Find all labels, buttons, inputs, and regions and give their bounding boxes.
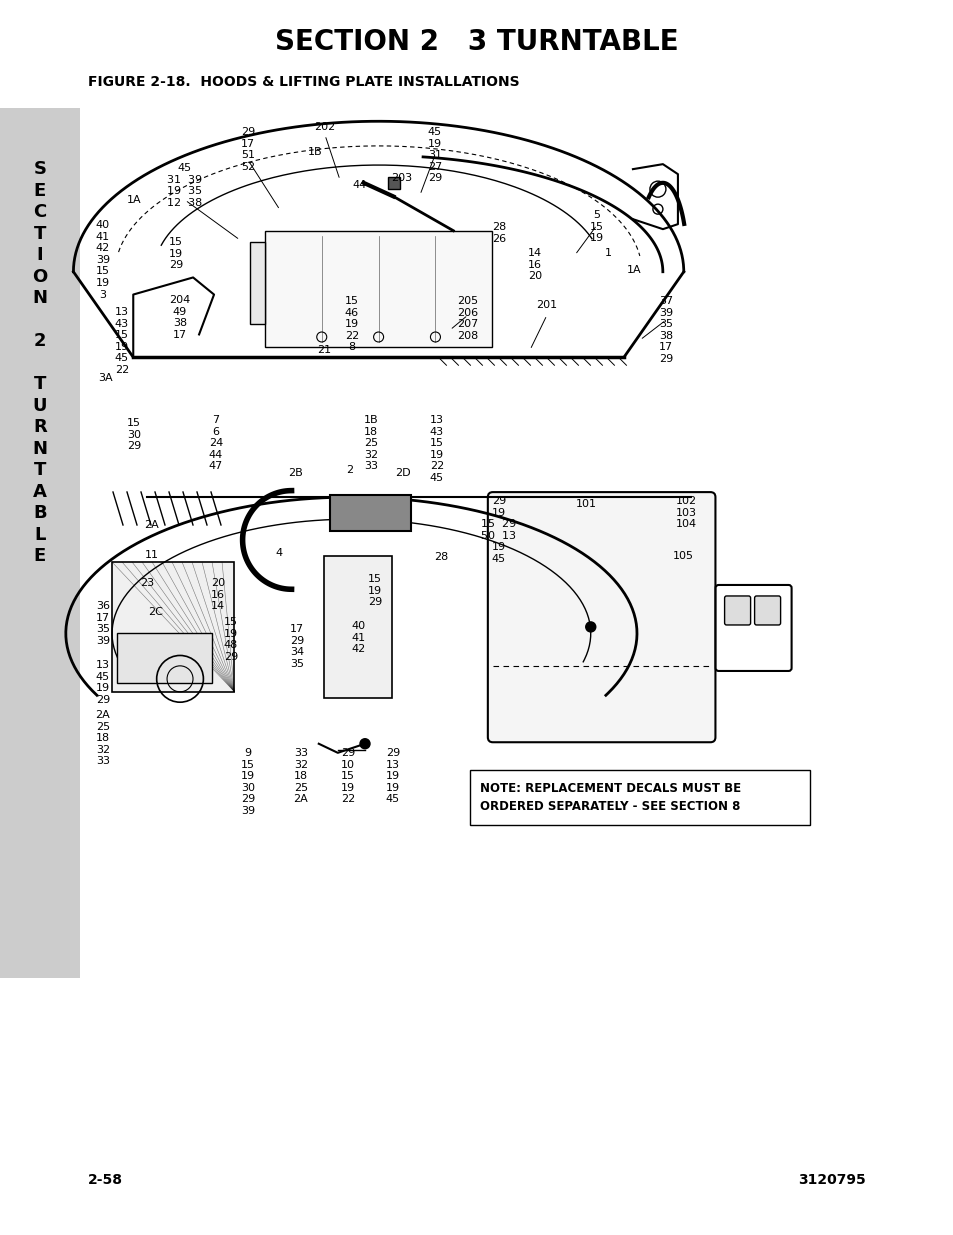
Text: 14
16
20: 14 16 20 xyxy=(527,248,541,282)
Text: S
E
C
T
I
O
N
 
2
 
T
U
R
N
T
A
B
L
E: S E C T I O N 2 T U R N T A B L E xyxy=(32,161,48,564)
Text: 21: 21 xyxy=(316,345,331,354)
Text: 13
43
15
19
22
45: 13 43 15 19 22 45 xyxy=(430,415,444,483)
FancyBboxPatch shape xyxy=(754,597,780,625)
Text: 2: 2 xyxy=(346,466,354,475)
Bar xyxy=(470,769,809,825)
Text: 5
15
19: 5 15 19 xyxy=(589,210,603,243)
Bar xyxy=(265,231,492,347)
Text: 9
15
19
30
29
39: 9 15 19 30 29 39 xyxy=(240,748,254,816)
Text: 15
19
29: 15 19 29 xyxy=(368,574,382,608)
Text: 13
45
19
29: 13 45 19 29 xyxy=(95,659,110,705)
Text: 202: 202 xyxy=(314,122,335,132)
Bar xyxy=(330,495,411,531)
Text: 45
19
31
27
29: 45 19 31 27 29 xyxy=(428,127,441,184)
Text: 2B: 2B xyxy=(289,468,303,478)
Bar xyxy=(324,556,392,698)
Text: 1A: 1A xyxy=(127,195,141,205)
FancyBboxPatch shape xyxy=(112,562,234,692)
Bar xyxy=(387,177,399,189)
Text: 101: 101 xyxy=(575,499,596,509)
Text: 11: 11 xyxy=(145,550,159,559)
Text: 40
41
42
39
15
19
3: 40 41 42 39 15 19 3 xyxy=(95,220,110,300)
FancyBboxPatch shape xyxy=(715,585,791,671)
FancyBboxPatch shape xyxy=(724,597,750,625)
Text: 23: 23 xyxy=(140,578,153,588)
Text: 201: 201 xyxy=(536,300,557,310)
Text: NOTE: REPLACEMENT DECALS MUST BE
ORDERED SEPARATELY - SEE SECTION 8: NOTE: REPLACEMENT DECALS MUST BE ORDERED… xyxy=(479,782,740,813)
Text: 1A: 1A xyxy=(626,266,640,275)
Text: 33
32
18
25
2A: 33 32 18 25 2A xyxy=(294,748,308,804)
Text: 29
19
15  29
50  13
19
45: 29 19 15 29 50 13 19 45 xyxy=(481,496,517,564)
Text: 205
206
207
208: 205 206 207 208 xyxy=(456,296,478,341)
Bar xyxy=(250,242,265,324)
Text: 37
39
35
38
17
29: 37 39 35 38 17 29 xyxy=(659,296,673,364)
Text: 2A: 2A xyxy=(145,520,159,530)
Text: 44: 44 xyxy=(353,180,367,190)
Text: 7
6
24
44
47: 7 6 24 44 47 xyxy=(209,415,223,472)
Text: 1B
18
25
32
33: 1B 18 25 32 33 xyxy=(363,415,378,472)
Text: 15
46
19
22
8: 15 46 19 22 8 xyxy=(345,296,358,352)
Text: FIGURE 2-18.  HOODS & LIFTING PLATE INSTALLATIONS: FIGURE 2-18. HOODS & LIFTING PLATE INSTA… xyxy=(88,75,519,89)
Text: 2C: 2C xyxy=(149,606,163,618)
Text: 40
41
42: 40 41 42 xyxy=(352,621,366,655)
Bar xyxy=(0,107,80,978)
Text: 102
103
104: 102 103 104 xyxy=(675,496,696,530)
Text: 15
30
29: 15 30 29 xyxy=(127,417,141,451)
Text: 29
10
15
19
22: 29 10 15 19 22 xyxy=(340,748,355,804)
Text: 2D: 2D xyxy=(395,468,411,478)
Text: 2A
25
18
32
33: 2A 25 18 32 33 xyxy=(95,710,111,767)
Bar xyxy=(117,634,212,683)
Text: 28
26: 28 26 xyxy=(492,222,506,243)
Text: 203: 203 xyxy=(391,173,412,183)
Circle shape xyxy=(359,739,370,748)
Text: 4: 4 xyxy=(275,548,282,558)
Circle shape xyxy=(585,622,595,632)
FancyBboxPatch shape xyxy=(487,492,715,742)
Text: 204
49
38
17: 204 49 38 17 xyxy=(170,295,191,340)
Text: 3A: 3A xyxy=(98,373,112,383)
Text: 17
29
34
35: 17 29 34 35 xyxy=(290,624,304,669)
Text: 15
19
29: 15 19 29 xyxy=(169,237,183,270)
Text: 29
13
19
19
45: 29 13 19 19 45 xyxy=(385,748,399,804)
Text: 15
19
48
29: 15 19 48 29 xyxy=(224,618,238,662)
Text: SECTION 2   3 TURNTABLE: SECTION 2 3 TURNTABLE xyxy=(274,28,679,56)
Text: 29
17
51
52: 29 17 51 52 xyxy=(240,127,254,172)
Text: 3120795: 3120795 xyxy=(798,1173,865,1187)
Text: 28: 28 xyxy=(434,552,448,562)
Text: 1B: 1B xyxy=(308,147,322,157)
Text: 1: 1 xyxy=(604,248,611,258)
Text: 105: 105 xyxy=(672,551,693,561)
Text: 20
16
14: 20 16 14 xyxy=(211,578,225,611)
Text: 2-58: 2-58 xyxy=(88,1173,123,1187)
Text: 13
43
15
19
45
22: 13 43 15 19 45 22 xyxy=(114,308,129,375)
Text: 45
31  39
19  35
12  38: 45 31 39 19 35 12 38 xyxy=(167,163,202,207)
Text: 36
17
35
39: 36 17 35 39 xyxy=(96,601,110,646)
